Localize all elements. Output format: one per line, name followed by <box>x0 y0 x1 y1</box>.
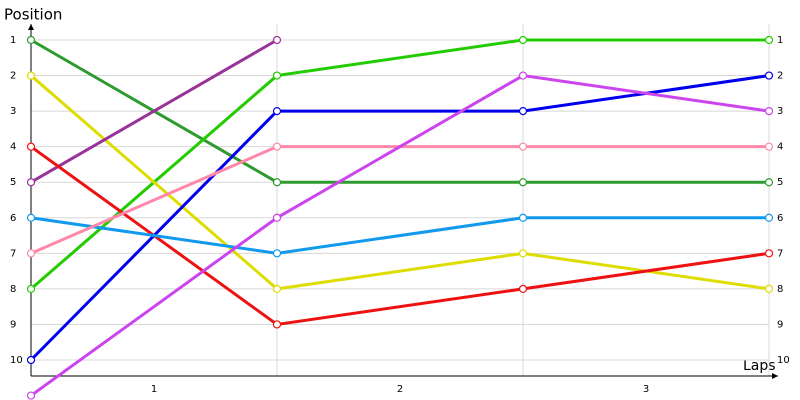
series-line <box>30 145 769 255</box>
series-line <box>30 38 278 184</box>
point-marker <box>518 35 528 45</box>
y-tick-label: 10 <box>10 355 23 366</box>
y-tick-label-right: 3 <box>777 106 783 117</box>
point-marker <box>764 107 774 116</box>
point-marker <box>518 107 528 116</box>
y-tick-label: 7 <box>10 248 16 259</box>
y-tick-label-right: 7 <box>777 248 783 259</box>
series-line <box>30 216 769 255</box>
series-line <box>30 73 770 397</box>
y-tick-label-right: 6 <box>777 213 783 224</box>
point-marker <box>518 213 528 222</box>
point-marker <box>764 142 774 151</box>
x-axis-arrow <box>772 373 778 379</box>
x-axis-label: Laps <box>743 358 776 374</box>
point-marker <box>272 178 282 187</box>
point-marker <box>518 178 528 187</box>
y-tick-label: 8 <box>10 284 16 295</box>
series-line <box>30 38 769 291</box>
point-marker <box>764 249 774 258</box>
y-tick-label-right: 5 <box>777 177 783 188</box>
point-marker <box>518 71 528 80</box>
point-marker <box>272 71 282 80</box>
y-tick-label-right: 4 <box>777 142 783 153</box>
y-tick-label-right: 9 <box>777 319 783 330</box>
y-tick-label: 2 <box>10 71 16 82</box>
point-marker <box>272 107 282 116</box>
point-marker <box>272 284 282 293</box>
point-marker <box>26 391 36 400</box>
point-marker <box>26 35 36 45</box>
x-tick-label: 3 <box>643 384 649 395</box>
point-marker <box>272 142 282 151</box>
y-axis-arrow <box>28 24 34 30</box>
point-marker <box>272 213 282 222</box>
y-tick-label-right: 1 <box>777 35 783 46</box>
y-tick-label-right: 8 <box>777 284 783 295</box>
point-marker <box>26 142 36 151</box>
x-tick-label: 1 <box>151 384 157 395</box>
chart-title: Position <box>4 6 62 24</box>
y-tick-label: 4 <box>10 142 16 153</box>
y-tick-label: 6 <box>10 213 16 224</box>
point-marker <box>764 35 774 45</box>
point-marker <box>26 284 36 293</box>
point-marker <box>26 355 36 365</box>
point-marker <box>26 178 36 187</box>
x-tick-label: 2 <box>397 384 403 395</box>
point-marker <box>272 320 282 329</box>
point-marker <box>764 178 774 187</box>
y-tick-label: 9 <box>10 319 16 330</box>
point-marker <box>764 71 774 80</box>
y-tick-label: 1 <box>10 35 16 46</box>
point-marker <box>518 142 528 151</box>
point-marker <box>518 249 528 258</box>
y-tick-label-right: 2 <box>777 71 783 82</box>
point-marker <box>764 213 774 222</box>
point-marker <box>26 71 36 80</box>
point-marker <box>272 35 282 45</box>
point-marker <box>272 249 282 258</box>
point-marker <box>518 284 528 293</box>
y-tick-label: 3 <box>10 106 16 117</box>
y-tick-label: 5 <box>10 177 16 188</box>
point-marker <box>764 284 774 293</box>
y-tick-label-right: 10 <box>777 355 790 366</box>
point-marker <box>26 249 36 258</box>
point-marker <box>26 213 36 222</box>
